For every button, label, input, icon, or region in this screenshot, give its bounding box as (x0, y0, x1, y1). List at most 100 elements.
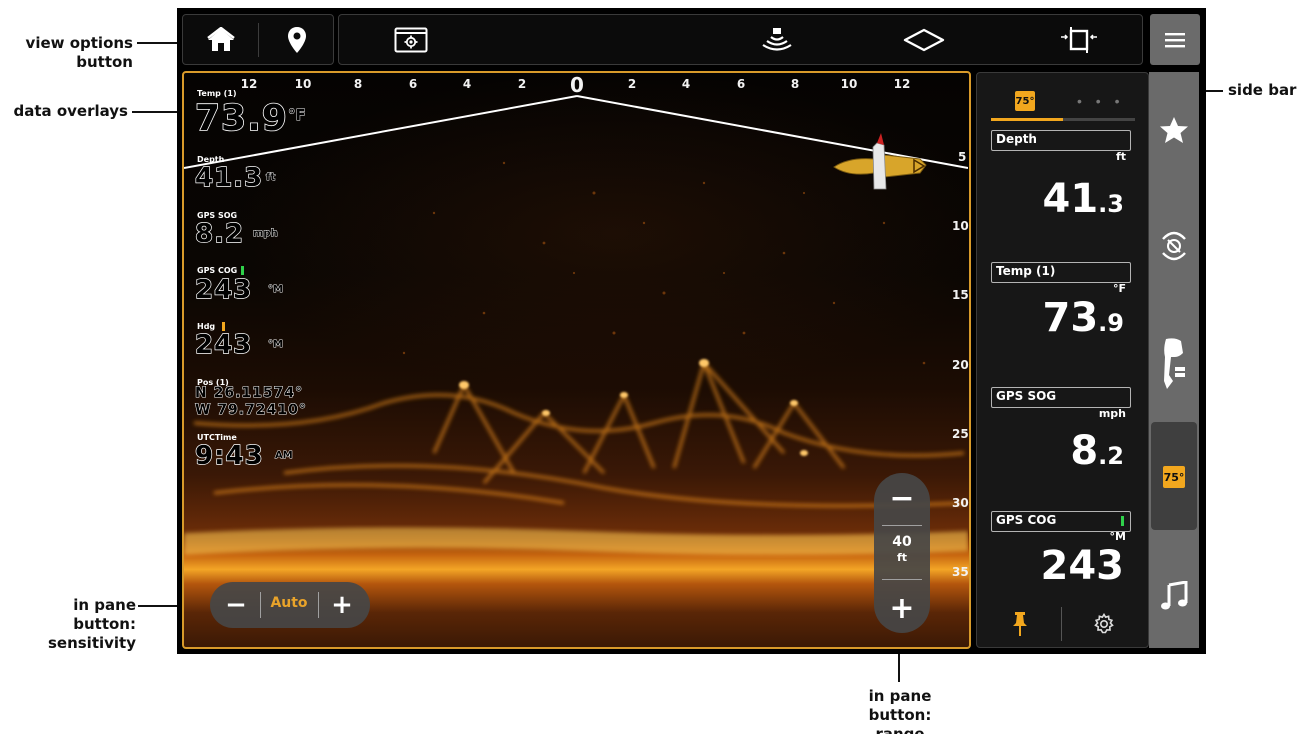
star-icon (1160, 117, 1188, 143)
range-plus-button[interactable]: + (889, 590, 915, 626)
hamburger-icon (1165, 32, 1185, 47)
callout-range-line2: button: range (868, 706, 932, 734)
sidebar-pin-button[interactable] (1005, 609, 1035, 639)
callout-view-options: view options button (8, 34, 133, 72)
depth-scale-label: 5 (958, 150, 967, 164)
overlay-sog-value: 8.2 (194, 218, 245, 249)
sidebar-field-value-whole: 73 (1042, 295, 1099, 341)
overlay-hdg-indicator (222, 322, 225, 331)
sidebar-field-cog-header[interactable]: GPS COG (991, 511, 1131, 532)
sidebar-field-cog-value: 243 (1041, 543, 1125, 589)
callout-range-line1: in pane (868, 687, 932, 705)
home-button[interactable] (183, 15, 258, 64)
overlay-cog-label: GPS COG (197, 266, 238, 275)
sonar-button[interactable] (749, 15, 805, 64)
range-minus-button[interactable]: − (889, 480, 915, 516)
overlay-depth-value: 41.3 (194, 162, 264, 193)
music-note-icon (1161, 581, 1188, 610)
waypoint-button[interactable] (259, 15, 334, 64)
overlay-pos-lon: W 79.72410° (195, 402, 307, 419)
sidebar-tab-more[interactable]: • • • (1077, 93, 1125, 109)
cone-view-button[interactable] (894, 15, 954, 64)
sidebar-field-temp-value: 73.9 (1043, 295, 1125, 341)
sensitivity-minus-button[interactable]: − (225, 590, 247, 620)
boat-icon (833, 133, 927, 190)
hscale-label: 10 (840, 77, 858, 91)
sidebar-field-label: GPS SOG (996, 389, 1057, 403)
toolbar (338, 14, 1143, 65)
engine-button[interactable] (1149, 334, 1199, 394)
sidebar-field-sog-header[interactable]: GPS SOG (991, 387, 1131, 408)
sidebar-field-temp-header[interactable]: Temp (1) (991, 262, 1131, 283)
view-options-button[interactable] (383, 15, 439, 64)
overlay-hdg-value: 243 (194, 329, 253, 360)
depth-scale-label: 25 (952, 427, 969, 441)
sidebar-field-value-frac: .3 (1098, 190, 1124, 218)
sidebar-field-label: Depth (996, 132, 1037, 146)
favorites-button[interactable] (1149, 110, 1199, 150)
sidebar-cog-indicator (1121, 516, 1124, 526)
overlay-temp-unit: °F (288, 106, 307, 125)
hscale-label: 10 (294, 77, 312, 91)
sidebar-field-value-frac: .9 (1098, 309, 1124, 337)
navigation-button[interactable] (1149, 224, 1199, 268)
sonar-pane[interactable]: 12 10 8 6 4 2 0 2 4 6 8 10 12 5 10 15 20… (182, 71, 971, 649)
sidebar-field-value-whole: 41 (1042, 176, 1099, 222)
overlay-cog-indicator (241, 266, 244, 275)
sidebar-tab-temperature[interactable]: 75° (1015, 91, 1035, 111)
depth-scale-label: 20 (952, 358, 969, 372)
depth-scale-label: 30 (952, 496, 969, 510)
sidebar-field-depth-header[interactable]: Depth (991, 130, 1131, 151)
sidebar-field-value-whole: 243 (1040, 543, 1125, 589)
horizontal-distance-scale: 12 10 8 6 4 2 0 2 4 6 8 10 12 (184, 73, 969, 97)
hscale-label: 12 (893, 77, 911, 91)
sidebar-field-unit: °M (1109, 530, 1126, 543)
beam-cone-icon (903, 28, 945, 51)
sensitivity-separator (260, 592, 261, 618)
sidebar-field-unit: mph (1098, 407, 1126, 420)
callout-sens-line2: button: (73, 615, 136, 633)
overlay-sog-unit: mph (253, 228, 279, 240)
sensitivity-plus-button[interactable]: + (331, 590, 353, 620)
callout-view-options-line2: button (76, 53, 133, 71)
compass-rotate-icon (1162, 231, 1186, 261)
hscale-label: 2 (627, 77, 637, 91)
range-separator (882, 525, 922, 526)
range-separator (882, 579, 922, 580)
sidebar-tab-track (991, 118, 1135, 121)
overlay-time-value: 9:43 (194, 440, 264, 471)
sensitivity-separator (318, 592, 319, 618)
menu-button[interactable] (1150, 14, 1200, 65)
hscale-label: 6 (408, 77, 418, 91)
sidebar-settings-button[interactable] (1089, 609, 1119, 639)
sonar-returns (184, 95, 968, 555)
nav-group-separator (258, 23, 259, 57)
hscale-label: 12 (240, 77, 258, 91)
music-button[interactable] (1149, 576, 1199, 616)
overlay-pos-lat: N 26.11574° (194, 385, 304, 402)
gear-icon (1094, 613, 1114, 634)
overlay-sog-label: GPS SOG (197, 211, 238, 220)
overlay-hdg-unit: °M (268, 339, 284, 351)
overlay-hdg-label: Hdg (197, 322, 216, 331)
zoom-fit-button[interactable] (1051, 15, 1107, 64)
range-unit: ft (896, 551, 908, 564)
temperature-badge: 75° (1163, 466, 1185, 488)
nav-button-group (182, 14, 334, 65)
callout-sensitivity-leader (138, 605, 204, 607)
callout-range: in pane button: range (845, 687, 955, 734)
overlay-depth-label: Depth (197, 155, 225, 164)
sensitivity-value: Auto (270, 595, 308, 611)
callout-sensitivity: in pane button: sensitivity (8, 596, 136, 653)
overlay-pos-label: Pos (1) (197, 378, 229, 387)
sidebar-field-unit: °F (1112, 282, 1126, 295)
hscale-label: 6 (736, 77, 746, 91)
temperature-sidebar-button[interactable]: 75° (1149, 464, 1199, 490)
overlay-time-label: UTCTime (197, 433, 237, 442)
view-options-icon (394, 27, 428, 52)
hscale-label: 4 (462, 77, 472, 91)
range-value: 40 (892, 534, 912, 550)
callout-range-leader (898, 630, 900, 682)
overlay-depth-unit: ft (266, 172, 276, 184)
hscale-label: 8 (790, 77, 800, 91)
